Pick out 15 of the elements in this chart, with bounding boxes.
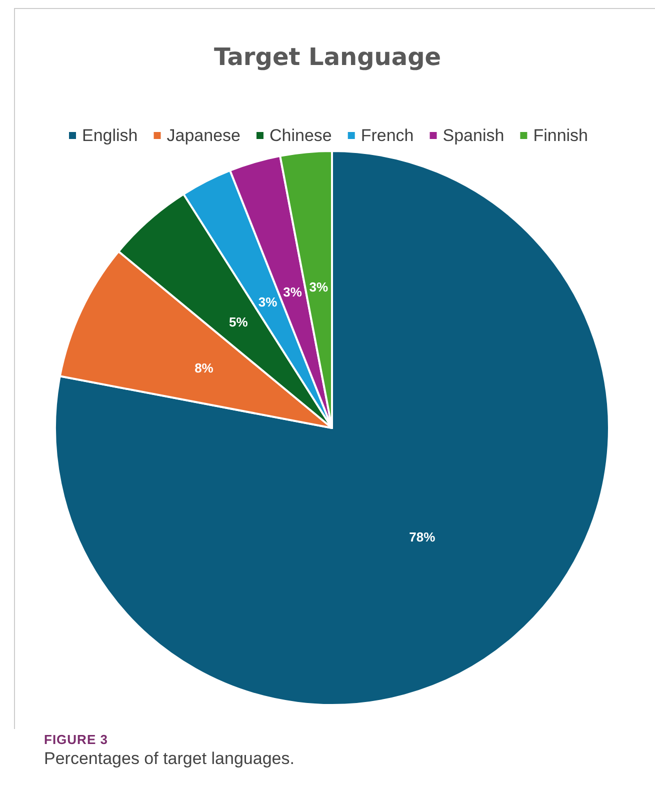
legend-label: Japanese [166,126,240,145]
chart-title: Target Language [214,43,442,71]
legend-label: Finnish [533,126,588,145]
data-label: 3% [258,294,278,310]
text: Percentages of target languages. [44,749,294,769]
data-label: 78% [409,530,436,545]
legend-label: English [82,126,138,145]
data-label: 8% [194,360,214,376]
legend-label: French [360,126,414,145]
data-label: 3% [309,280,329,295]
legend-label: Chinese [269,126,332,145]
data-label: 3% [283,284,302,300]
caption: FIGURE 3 [44,732,109,747]
legend-label: Spanish [442,126,504,145]
data-label: 5% [229,314,248,330]
